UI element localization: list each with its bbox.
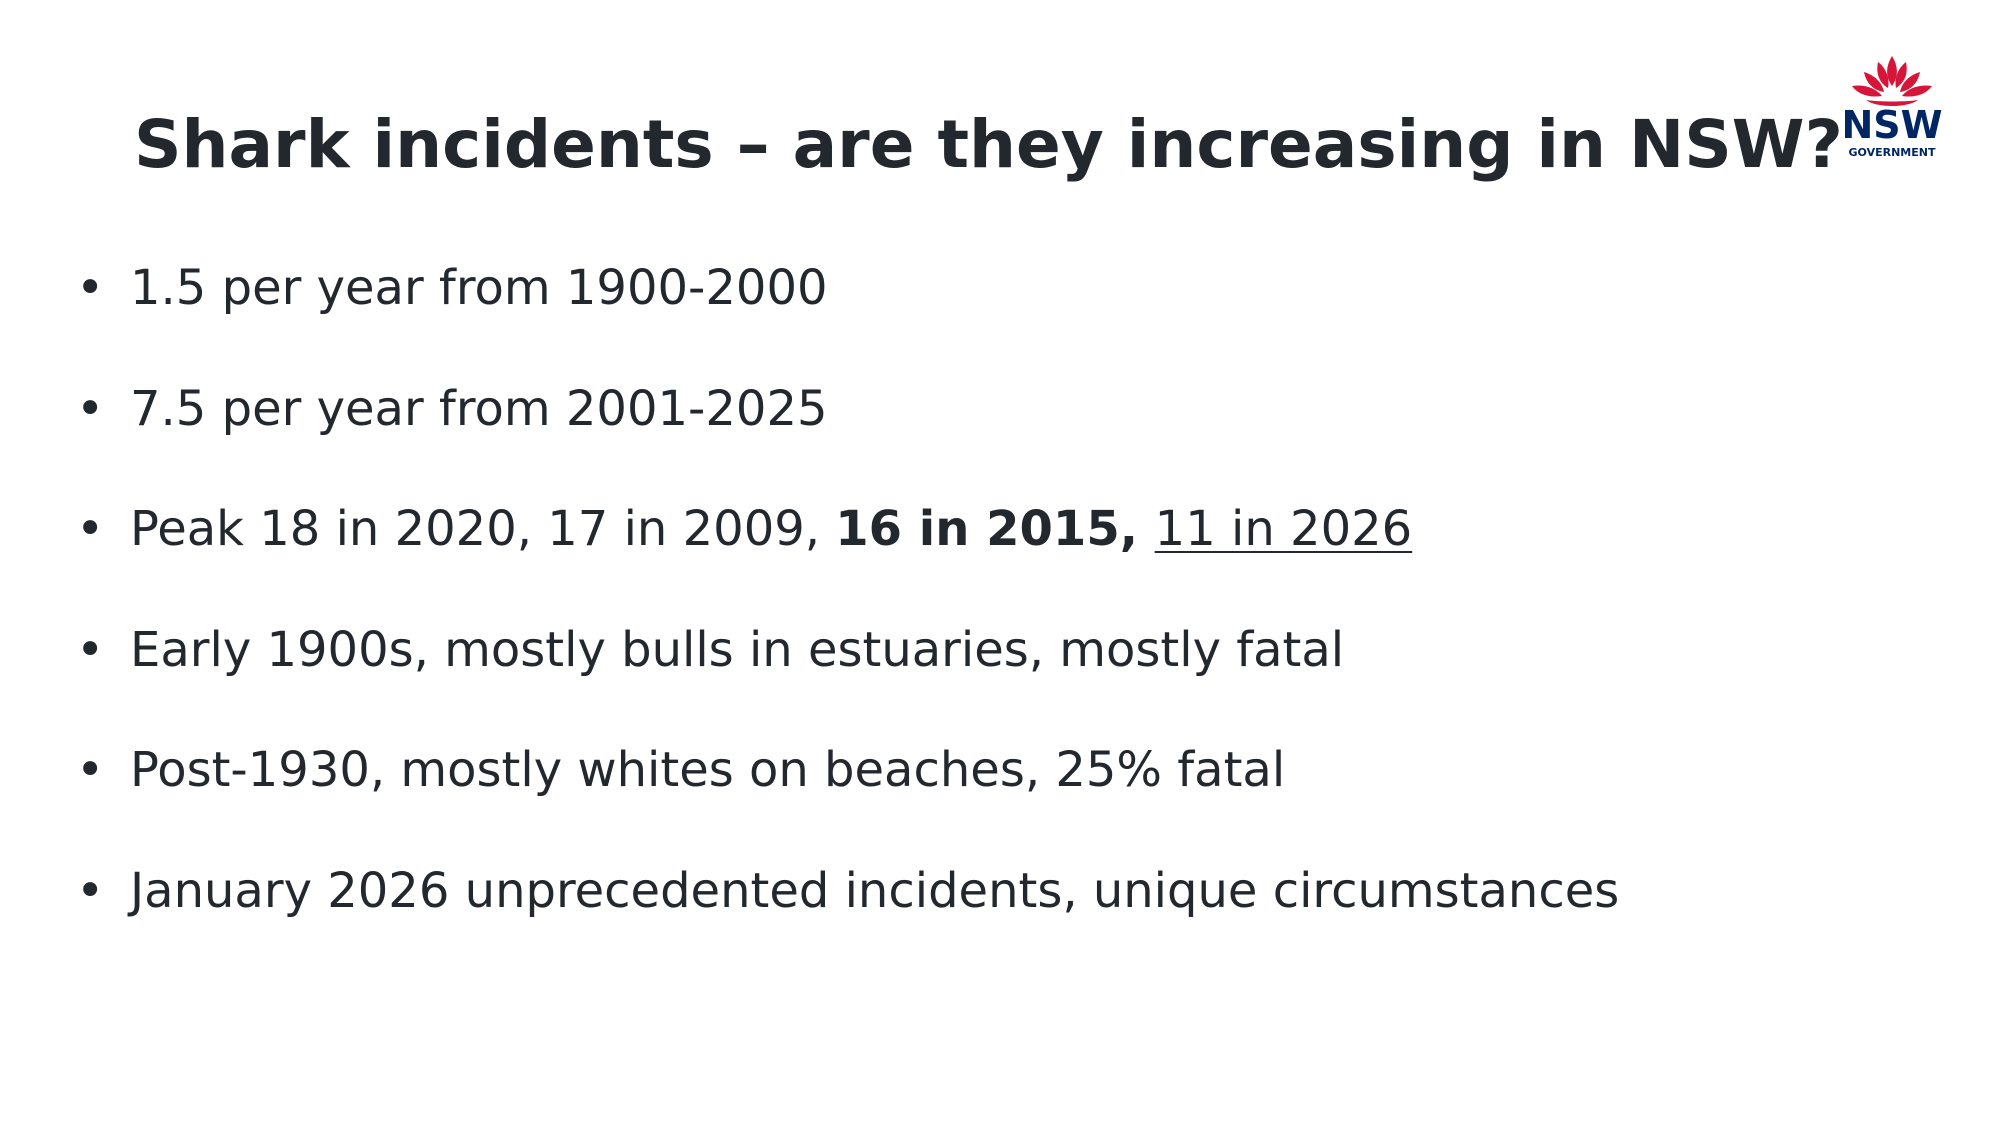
bullet-item: • 1.5 per year from 1900-2000: [76, 264, 828, 312]
bullet-marker: •: [76, 501, 105, 557]
bullet-marker: •: [76, 260, 105, 316]
bullet-marker: •: [76, 621, 105, 678]
bullet-item: • January 2026 unprecedented incidents, u…: [76, 867, 1619, 915]
logo-subtitle: GOVERNMENT: [1849, 146, 1936, 159]
bullet-text: Post-1930, mostly whites on beaches, 25%…: [130, 742, 1286, 798]
bullet-text: Early 1900s, mostly bulls in estuaries, …: [130, 621, 1345, 678]
bullet-item: • Post-1930, mostly whites on beaches, 25…: [76, 746, 1285, 794]
bullet-item: • 7.5 per year from 2001-2025: [76, 385, 828, 433]
bullet-marker: •: [76, 742, 105, 798]
bullet-item: • Early 1900s, mostly bulls in estuaries,…: [76, 626, 1344, 674]
bullet-text: 16 in 2015,: [835, 501, 1155, 557]
bullet-text: 7.5 per year from 2001-2025: [130, 380, 828, 437]
slide-title: Shark incidents – are they increasing in…: [134, 106, 1843, 183]
logo-name: NSW: [1841, 103, 1942, 147]
bullet-marker: •: [76, 862, 105, 919]
nsw-logo: NSW GOVERNMENT: [1841, 56, 1943, 159]
bullet-text: 1.5 per year from 1900-2000: [130, 260, 828, 316]
bullet-marker: •: [76, 380, 105, 437]
bullet-item: • Peak 18 in 2020, 17 in 2009, 16 in 2015…: [76, 505, 1412, 553]
waratah-flower: [1852, 56, 1932, 106]
bullet-text: 11 in 2026: [1154, 501, 1413, 557]
bullet-text: Peak 18 in 2020, 17 in 2009,: [130, 501, 836, 557]
bullet-text: January 2026 unprecedented incidents, un…: [130, 862, 1620, 919]
